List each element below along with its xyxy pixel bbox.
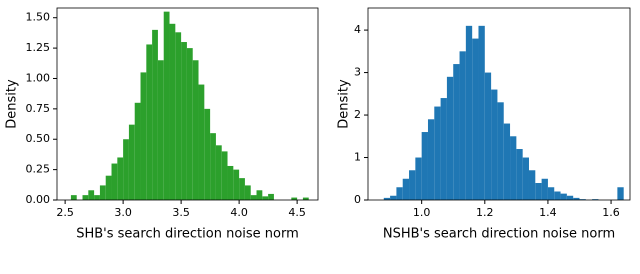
x-tick-label: 4.5 xyxy=(288,206,306,219)
y-tick-label: 1 xyxy=(354,151,361,164)
bar xyxy=(181,42,187,201)
bar xyxy=(268,193,274,200)
y-axis-label: Density xyxy=(5,79,20,129)
bar xyxy=(459,51,466,200)
x-tick-label: 1.0 xyxy=(413,206,431,219)
x-axis-label: NSHB's search direction noise norm xyxy=(383,227,615,242)
x-axis-label: SHB's search direction noise norm xyxy=(76,227,299,242)
bar xyxy=(117,157,124,200)
x-tick-label: 1.2 xyxy=(476,206,494,219)
x-tick-label: 1.4 xyxy=(539,206,557,219)
bar xyxy=(239,178,245,200)
bar xyxy=(128,124,135,200)
bar xyxy=(169,23,176,200)
bar xyxy=(510,136,517,200)
bar xyxy=(204,108,211,200)
bar xyxy=(94,195,100,200)
bar xyxy=(157,60,164,200)
bar xyxy=(535,183,542,200)
bar xyxy=(465,25,473,200)
y-tick-label: 1.25 xyxy=(26,41,51,54)
x-tick-label: 4.0 xyxy=(230,206,248,219)
bar xyxy=(484,72,492,200)
bar xyxy=(163,11,170,201)
bar xyxy=(491,89,498,200)
bar xyxy=(210,133,216,200)
bar xyxy=(427,119,435,200)
y-axis-label: Density xyxy=(337,79,352,129)
bar xyxy=(250,195,257,200)
y-tick-label: 1.00 xyxy=(26,71,51,84)
bar xyxy=(453,64,460,200)
bar xyxy=(227,165,234,200)
bar xyxy=(186,48,193,201)
bar xyxy=(390,195,397,200)
x-tick-label: 1.6 xyxy=(602,206,620,219)
y-tick-label: 1.50 xyxy=(26,11,51,24)
bar xyxy=(522,157,529,200)
y-tick-label: 0 xyxy=(354,193,361,206)
bar xyxy=(82,195,89,200)
bar xyxy=(579,199,586,200)
bar xyxy=(402,178,410,200)
bar xyxy=(111,163,118,200)
bar xyxy=(291,197,298,200)
bar xyxy=(99,185,106,200)
bar xyxy=(146,44,153,201)
bar xyxy=(262,196,269,200)
bar xyxy=(302,197,309,200)
bar xyxy=(105,175,112,200)
y-tick-label: 0.75 xyxy=(26,102,51,115)
bar xyxy=(192,60,199,200)
bar xyxy=(244,185,251,200)
plot-frame xyxy=(367,7,631,201)
y-tick-label: 3 xyxy=(354,66,361,79)
bar xyxy=(478,25,485,200)
x-tick-label: 3.0 xyxy=(114,206,132,219)
x-tick-label: 3.5 xyxy=(172,206,190,219)
bar xyxy=(592,199,599,200)
bar xyxy=(256,190,263,200)
bar xyxy=(503,123,511,200)
bar xyxy=(617,187,624,200)
y-tick-label: 0.50 xyxy=(26,132,51,145)
bar xyxy=(409,170,416,200)
bar xyxy=(547,187,555,200)
bar xyxy=(497,102,504,200)
bar xyxy=(123,139,129,200)
bar xyxy=(440,98,447,200)
bar xyxy=(434,106,441,200)
bar xyxy=(152,29,158,201)
bar xyxy=(198,84,205,200)
bar xyxy=(383,197,391,200)
y-tick-label: 4 xyxy=(354,23,361,36)
bar xyxy=(175,32,182,200)
bar xyxy=(566,195,574,200)
bar xyxy=(528,170,536,200)
x-tick-label: 2.5 xyxy=(56,206,74,219)
bar xyxy=(88,190,95,200)
bar xyxy=(215,145,222,200)
bar xyxy=(560,193,567,200)
bar xyxy=(446,76,454,200)
plot-frame xyxy=(56,7,319,201)
bar xyxy=(421,132,428,200)
bar xyxy=(516,149,523,200)
y-tick-label: 0.25 xyxy=(26,163,51,176)
bar xyxy=(396,187,403,200)
bar xyxy=(140,72,147,200)
bar xyxy=(70,195,77,200)
bar xyxy=(233,169,240,200)
bar xyxy=(573,197,580,200)
bar xyxy=(541,178,548,200)
bar xyxy=(415,157,422,200)
bar xyxy=(472,38,479,200)
y-tick-label: 0.00 xyxy=(26,193,51,206)
y-tick-label: 2 xyxy=(354,108,361,121)
bar xyxy=(554,191,561,200)
bar xyxy=(221,151,228,200)
bar xyxy=(134,102,141,200)
